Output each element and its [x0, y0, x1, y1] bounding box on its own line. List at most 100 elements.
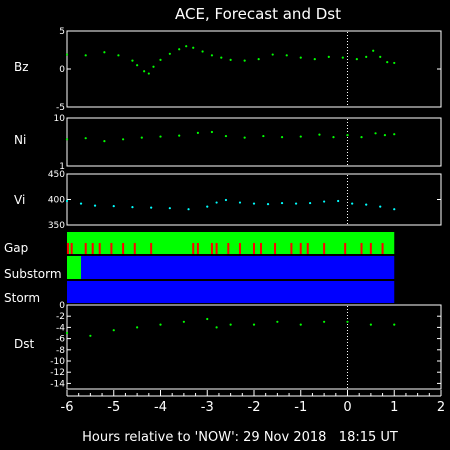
- panel-bz: 5 0 -5 Bz: [14, 27, 442, 113]
- data-point: [374, 132, 377, 135]
- data-point: [238, 201, 242, 204]
- gap-mark: [192, 243, 195, 254]
- data-point: [393, 61, 396, 65]
- gap-mark: [344, 243, 347, 254]
- data-point: [393, 323, 396, 326]
- data-point: [131, 59, 134, 62]
- gap-mark: [381, 243, 384, 254]
- gap-mark: [299, 243, 302, 254]
- status-bar-label: Storm: [4, 291, 40, 305]
- data-point: [159, 323, 162, 326]
- y-tick-label: -5: [56, 103, 65, 113]
- status-bar-storm: Storm: [4, 281, 395, 305]
- x-axis: -6 -5 -4 -3 -2 -1 0 1 2: [61, 390, 445, 415]
- data-point: [229, 58, 232, 61]
- x-tick-label: 0: [343, 400, 351, 415]
- data-point: [243, 136, 246, 139]
- data-point: [243, 59, 246, 62]
- panel-frame: [66, 117, 442, 167]
- data-point: [365, 203, 368, 206]
- data-point: [210, 130, 214, 134]
- gap-mark: [360, 243, 363, 254]
- data-point: [112, 205, 115, 208]
- data-point: [79, 202, 83, 205]
- data-point: [147, 72, 150, 75]
- data-point: [224, 198, 228, 202]
- data-point: [215, 201, 218, 204]
- x-tick-label: -3: [201, 400, 214, 415]
- y-tick-label: 1: [59, 162, 65, 172]
- x-tick-label: 1: [390, 400, 398, 415]
- status-segment: [67, 256, 82, 279]
- data-point: [168, 52, 171, 55]
- data-point: [185, 45, 188, 48]
- status-bar-gap: Gap: [4, 232, 395, 255]
- data-point: [187, 208, 190, 211]
- data-point: [103, 140, 106, 143]
- gap-mark: [290, 243, 293, 254]
- y-tick-label: -12: [50, 368, 65, 378]
- data-point: [323, 320, 326, 323]
- data-point: [299, 135, 302, 138]
- data-point: [150, 206, 153, 209]
- data-point: [369, 323, 372, 326]
- data-point: [93, 204, 97, 207]
- data-point: [140, 136, 143, 139]
- gap-mark: [196, 243, 199, 254]
- data-point: [220, 56, 223, 59]
- data-point: [206, 205, 209, 208]
- panel-label: Bz: [14, 60, 29, 74]
- x-tick-label: -1: [294, 400, 307, 415]
- data-point: [112, 329, 115, 332]
- y-tick-label: 0: [59, 65, 65, 75]
- x-tick-label: -2: [248, 400, 261, 415]
- chart-title: ACE, Forecast and Dst: [175, 5, 341, 23]
- y-tick-label: 0: [59, 301, 65, 311]
- data-point: [323, 200, 326, 203]
- panel-frame: [66, 173, 442, 226]
- x-tick-label: -4: [154, 400, 167, 415]
- panel-vi: 450 400 350 Vi: [14, 170, 442, 231]
- status-bar-label: Gap: [4, 241, 28, 255]
- y-tick-label: -10: [50, 357, 65, 367]
- data-point: [332, 136, 335, 139]
- data-point: [257, 58, 260, 61]
- data-point: [351, 202, 354, 205]
- data-point: [341, 56, 344, 59]
- data-point: [252, 202, 256, 205]
- gap-mark: [91, 243, 94, 254]
- data-point: [346, 134, 349, 137]
- gap-mark: [215, 243, 218, 254]
- x-tick-label: 2: [437, 400, 445, 415]
- gap-mark: [274, 243, 277, 254]
- x-tick-label: -6: [61, 400, 74, 415]
- data-point: [122, 138, 125, 141]
- gap-mark: [133, 243, 136, 254]
- data-point: [299, 56, 302, 59]
- data-point: [89, 334, 92, 337]
- y-tick-label: 400: [48, 196, 65, 206]
- data-point: [229, 323, 232, 326]
- data-point: [224, 134, 228, 138]
- data-point: [178, 48, 181, 51]
- data-point: [65, 138, 69, 141]
- data-point: [159, 58, 162, 61]
- panel-label: Ni: [14, 133, 26, 147]
- data-point: [196, 131, 199, 134]
- y-tick-label: -6: [56, 335, 65, 345]
- gap-mark: [260, 243, 263, 254]
- data-point: [131, 206, 134, 209]
- data-point: [192, 46, 195, 49]
- data-point: [280, 201, 284, 205]
- chart-panels: 50-5Bz101Ni450400350ViGapSubstormStorm0-…: [4, 27, 442, 390]
- data-point: [372, 49, 375, 52]
- status-bar-fill: [67, 256, 395, 279]
- data-point: [266, 202, 270, 206]
- gap-mark: [70, 243, 73, 254]
- panel-ni: 10 1 Ni: [14, 114, 442, 172]
- panel-label: Dst: [14, 337, 34, 351]
- data-point: [117, 54, 120, 57]
- data-point: [355, 58, 358, 61]
- data-point: [201, 50, 204, 53]
- data-point: [379, 205, 382, 208]
